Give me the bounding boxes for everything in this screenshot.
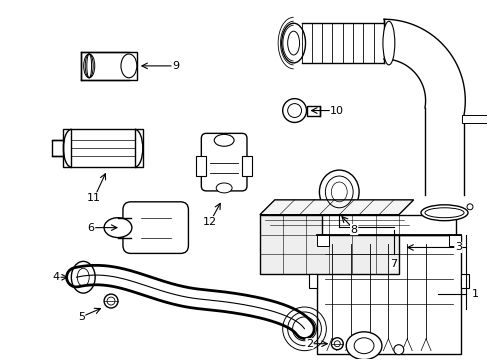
Bar bbox=[316, 235, 460, 354]
FancyBboxPatch shape bbox=[122, 202, 188, 253]
Text: 5: 5 bbox=[78, 312, 84, 322]
Ellipse shape bbox=[287, 104, 301, 117]
Ellipse shape bbox=[104, 218, 132, 238]
Bar bbox=[460, 274, 468, 288]
Text: 7: 7 bbox=[389, 259, 397, 269]
Text: 2: 2 bbox=[305, 339, 312, 349]
Ellipse shape bbox=[346, 332, 381, 360]
Bar bbox=[81, 52, 137, 80]
Ellipse shape bbox=[420, 205, 467, 221]
Bar bbox=[321, 215, 455, 235]
Ellipse shape bbox=[282, 99, 306, 122]
Text: 10: 10 bbox=[329, 105, 344, 116]
Bar bbox=[448, 235, 460, 247]
Ellipse shape bbox=[331, 338, 343, 350]
Bar bbox=[306, 105, 320, 116]
Text: 1: 1 bbox=[471, 289, 478, 299]
Polygon shape bbox=[259, 200, 413, 215]
Ellipse shape bbox=[216, 183, 232, 193]
Bar bbox=[51, 140, 63, 156]
Bar bbox=[316, 235, 328, 247]
Text: 6: 6 bbox=[87, 222, 95, 233]
Bar bbox=[242, 156, 251, 176]
Bar bbox=[63, 129, 142, 167]
Ellipse shape bbox=[466, 204, 472, 210]
Text: 3: 3 bbox=[454, 243, 461, 252]
Text: 11: 11 bbox=[87, 193, 101, 203]
Polygon shape bbox=[259, 215, 398, 274]
Ellipse shape bbox=[281, 23, 305, 63]
Bar bbox=[196, 156, 206, 176]
Bar bbox=[461, 115, 488, 123]
Ellipse shape bbox=[319, 170, 358, 214]
Text: 9: 9 bbox=[172, 61, 179, 71]
Text: 4: 4 bbox=[53, 272, 60, 282]
Text: 12: 12 bbox=[203, 217, 217, 227]
Ellipse shape bbox=[382, 21, 394, 65]
Ellipse shape bbox=[121, 54, 137, 78]
Bar bbox=[308, 274, 316, 288]
FancyBboxPatch shape bbox=[201, 133, 246, 191]
Text: 8: 8 bbox=[350, 225, 357, 235]
Ellipse shape bbox=[104, 294, 118, 308]
Ellipse shape bbox=[393, 345, 403, 355]
Ellipse shape bbox=[214, 134, 234, 146]
